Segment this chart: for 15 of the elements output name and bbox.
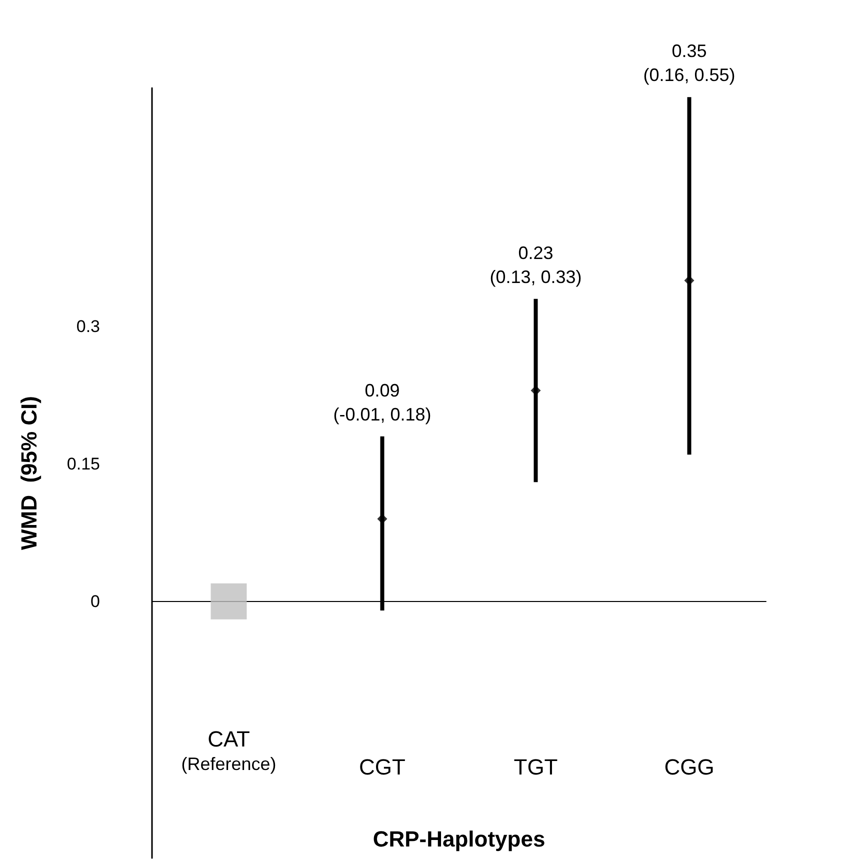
point [684,276,694,286]
x-tick-label: TGT [514,754,558,780]
x-axis-title: CRP-Haplotypes [372,826,546,852]
x-tick-label: CGT [359,754,406,780]
y-tick-label: 0 [90,592,100,611]
annotation: 0.09 (-0.01, 0.18) [333,380,432,424]
annotation: 0.23 (0.13, 0.33) [490,242,582,287]
y-tick-label: 0.3 [76,316,100,336]
y-tick-label: 0.15 [66,454,100,474]
point [210,583,247,620]
x-tick-label: CAT (Reference) [181,726,276,774]
point [530,386,541,396]
x-tick-label: CGG [664,754,714,780]
annotation: 0.35 (0.16, 0.55) [643,41,736,86]
y-axis-title: WMD (95% CI) [16,396,42,550]
